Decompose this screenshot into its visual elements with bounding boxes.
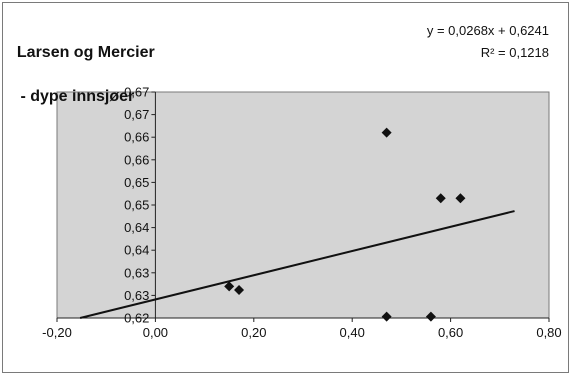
x-tick-label: 0,00 bbox=[143, 325, 168, 340]
data-point bbox=[234, 284, 245, 295]
x-tick-label: 0,60 bbox=[438, 325, 463, 340]
y-tick-label: 0,63 bbox=[124, 288, 149, 303]
y-tick-label: 0,65 bbox=[124, 175, 149, 190]
y-tick-label: 0,65 bbox=[124, 198, 149, 213]
x-tick-label: 0,80 bbox=[536, 325, 561, 340]
trendline-group bbox=[79, 210, 515, 319]
x-tick-label: 0,20 bbox=[241, 325, 266, 340]
plot-area bbox=[56, 91, 550, 319]
data-point bbox=[381, 311, 392, 322]
data-point bbox=[425, 311, 436, 322]
data-points bbox=[224, 127, 466, 322]
x-axis: -0,20 0,00 0,20 0,40 0,60 0,80 bbox=[42, 317, 562, 340]
y-tick-label: 0,64 bbox=[124, 220, 149, 235]
y-tick-label: 0,64 bbox=[124, 243, 149, 258]
trendline-r-squared: R² = 0,1218 bbox=[480, 45, 549, 60]
y-tick-label: 0,67 bbox=[124, 107, 149, 122]
x-tick-label: 0,40 bbox=[340, 325, 365, 340]
trendline-equation-box: y = 0,0268x + 0,6241 R² = 0,1218 bbox=[427, 20, 549, 64]
y-tick-label: 0,66 bbox=[124, 130, 149, 145]
y-tick-label: 0,66 bbox=[124, 152, 149, 167]
chart-title-line2: - dype innsjøer bbox=[16, 88, 135, 105]
chart-title: Larsen og Mercier - dype innsjøer bbox=[8, 20, 155, 130]
trendline-equation: y = 0,0268x + 0,6241 bbox=[426, 23, 549, 38]
data-point bbox=[381, 127, 392, 138]
y-axis: 0,62 0,63 0,63 0,64 0,64 0,65 0,65 0,66 0,66 0,67… bbox=[124, 85, 156, 326]
y-tick-label: 0,62 bbox=[124, 311, 149, 326]
data-point bbox=[435, 193, 446, 204]
data-point bbox=[455, 193, 466, 204]
x-tick-label: -0,20 bbox=[42, 325, 72, 340]
y-tick-label: 0,63 bbox=[124, 265, 149, 280]
chart-title-line1: Larsen og Mercier bbox=[16, 44, 155, 61]
data-point bbox=[224, 281, 235, 292]
y-tick-label: 0,67 bbox=[124, 85, 149, 100]
trendline bbox=[79, 210, 515, 319]
